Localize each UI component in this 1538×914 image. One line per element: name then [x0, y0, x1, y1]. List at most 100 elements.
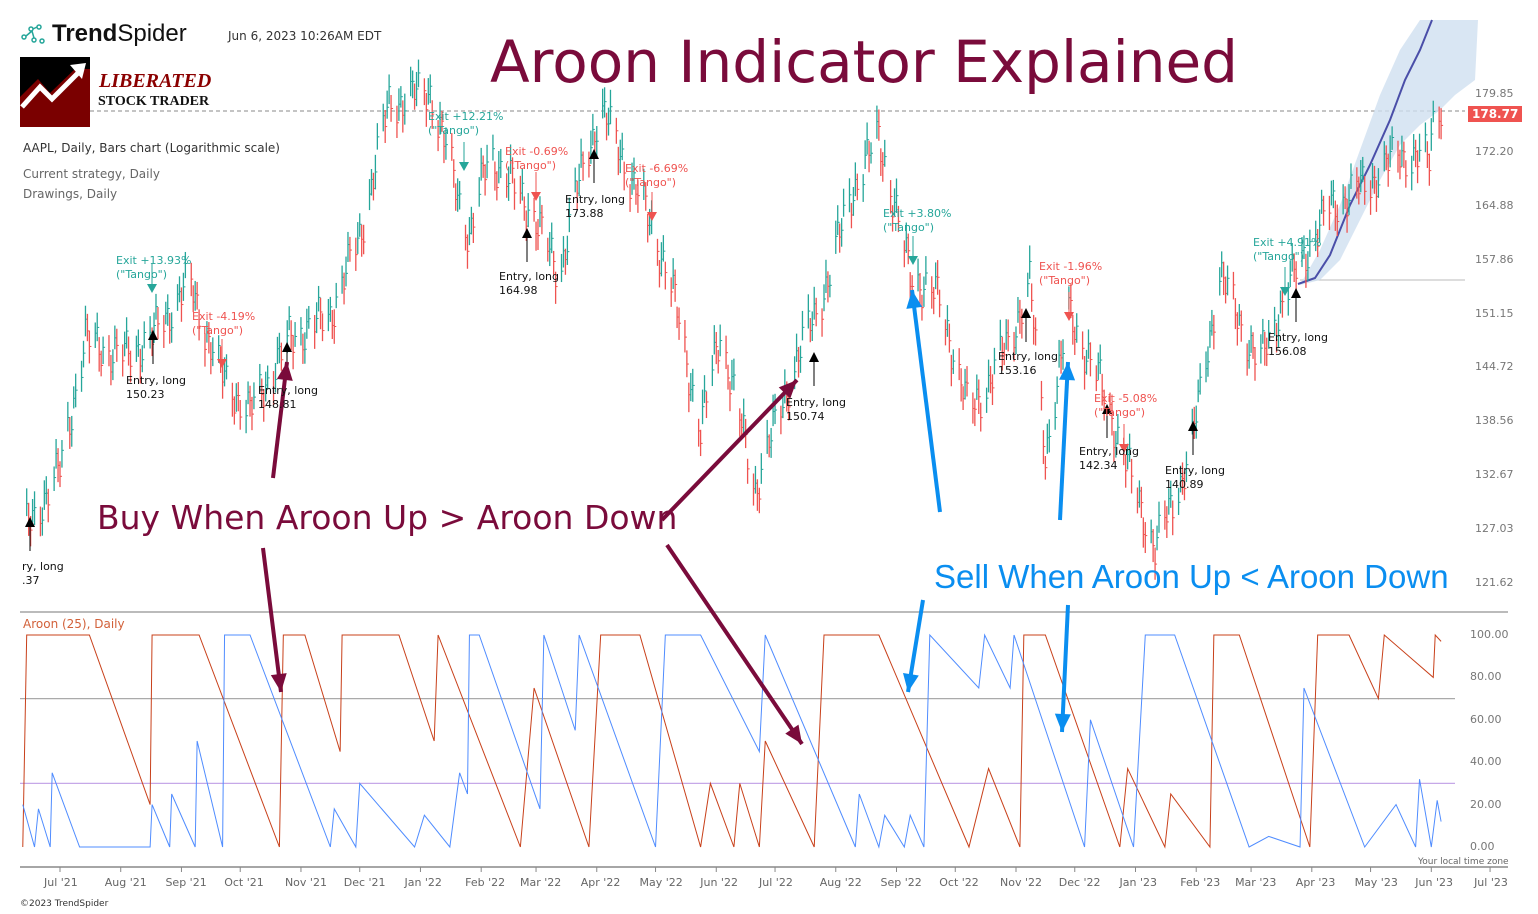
logo-line2: STOCK TRADER [98, 94, 210, 109]
entry-arrow-icon [282, 342, 292, 352]
entry-signal-label[interactable]: Entry, long 150.74 [786, 396, 846, 424]
signal-value: ("Tango") [116, 268, 168, 281]
price-axis-tick: 179.85 [1475, 87, 1514, 100]
entry-signal-label[interactable]: Entry, long 164.98 [499, 270, 559, 298]
entry-arrow-icon [589, 149, 599, 159]
aroon-down-line [22, 633, 1442, 849]
signal-value: 153.16 [998, 364, 1037, 377]
exit-signal-label[interactable]: Exit -5.08% ("Tango") [1094, 392, 1157, 420]
signal-value: 140.89 [1165, 478, 1204, 491]
price-axis-tick: 144.72 [1475, 360, 1514, 374]
date-axis-tick: Mar '23 [1235, 876, 1277, 889]
buy-arrow [660, 378, 799, 522]
aroon-axis-tick: 20.00 [1470, 797, 1502, 811]
entry-signal-label[interactable]: Entry, long 150.23 [126, 374, 186, 402]
sell-arrow [910, 289, 942, 513]
exit-signal-label[interactable]: Exit -1.96% ("Tango") [1039, 260, 1102, 288]
signal-title: Exit +12.21% [428, 110, 504, 123]
exit-arrow-icon [1064, 312, 1074, 321]
date-axis-tick: Nov '21 [284, 876, 327, 889]
entry-signal-label[interactable]: Entry, long 148.81 [258, 384, 318, 412]
signal-value: ("Tango") [1094, 406, 1146, 419]
brand-bold: Trend [52, 20, 118, 47]
exit-signal-label[interactable]: Exit -6.69% ("Tango") [625, 162, 688, 190]
aroon-axis-tick: 100.00 [1470, 628, 1509, 641]
signal-title: Entry, long [998, 350, 1059, 363]
signal-value: 164.98 [499, 284, 538, 297]
date-axis-tick: Jun '23 [1415, 876, 1454, 889]
entry-signal-label[interactable]: Entry, long 156.08 [1268, 331, 1328, 359]
price-axis-tick: 157.86 [1475, 252, 1514, 266]
signal-value: ("Tango") [1253, 250, 1305, 263]
exit-signal-label[interactable]: Exit +12.21% ("Tango") [428, 110, 504, 138]
date-axis-tick: Aug '21 [104, 876, 147, 889]
date-axis-tick: Apr '23 [1295, 876, 1336, 889]
signal-value: 156.08 [1268, 345, 1307, 358]
date-axis-tick: Jul '21 [44, 876, 78, 889]
exit-arrow-icon [647, 212, 657, 221]
date-axis-tick: Jul '22 [759, 876, 793, 889]
date-axis-tick: Dec '22 [1058, 876, 1101, 889]
price-axis-tick: 121.62 [1475, 576, 1514, 589]
signal-title: Entry, long [126, 374, 187, 387]
timezone-note: Your local time zone [1418, 857, 1509, 867]
strategy-info[interactable]: Current strategy, Daily [23, 167, 160, 181]
signal-value: 148.81 [258, 398, 297, 411]
exit-signal-label[interactable]: Exit -0.69% ("Tango") [505, 145, 568, 173]
exit-arrow-icon [147, 284, 157, 293]
aroon-panel-label[interactable]: Aroon (25), Daily [23, 617, 125, 631]
sell-arrow-head-icon [1059, 362, 1076, 381]
forecast-line [1297, 19, 1433, 285]
signal-title: Entry, long [1079, 445, 1140, 458]
buy-arrow-head-icon [270, 673, 287, 692]
entry-signal-label[interactable]: Entry, long 153.16 [998, 350, 1058, 378]
symbol-info[interactable]: AAPL, Daily, Bars chart (Logarithmic sca… [23, 141, 280, 155]
entry-signal-label[interactable]: Entry, long 142.34 [1079, 445, 1139, 473]
signal-title: Entry, long [786, 396, 847, 409]
buy-arrow [665, 543, 804, 746]
spider-logo-icon [21, 24, 45, 44]
exit-signal-label[interactable]: Exit +4.91% ("Tango") [1253, 236, 1322, 264]
drawings-info[interactable]: Drawings, Daily [23, 187, 118, 201]
signal-title: Exit -5.08% [1094, 392, 1158, 405]
aroon-axis-tick: 80.00 [1470, 670, 1502, 684]
date-axis-tick: Feb '23 [1180, 876, 1221, 889]
entry-signal-label[interactable]: Entry, long 140.89 [1165, 464, 1225, 492]
exit-signal-label[interactable]: Exit +13.93% ("Tango") [116, 254, 192, 282]
exit-arrow-icon [217, 359, 227, 368]
entry-arrow-icon [522, 228, 532, 238]
entry-arrow-icon [1291, 288, 1301, 298]
date-axis-tick: Sep '22 [880, 876, 922, 889]
exit-arrow-icon [459, 162, 469, 171]
date-axis-tick: Oct '21 [224, 876, 264, 889]
brand-light: Spider [117, 20, 187, 47]
exit-arrow-icon [1119, 444, 1129, 453]
buy-arrow-head-icon [785, 724, 802, 744]
entry-arrow-icon [25, 517, 35, 527]
aroon-axis-tick: 40.00 [1470, 755, 1502, 769]
entry-signal-label[interactable]: ry, long .37 [22, 560, 64, 588]
exit-signal-label[interactable]: Exit +3.80% ("Tango") [883, 207, 952, 235]
liberated-logo-icon [20, 57, 90, 127]
sell-arrow [1058, 361, 1070, 521]
logo-line1: LIBERATED [99, 70, 212, 92]
date-axis-tick: Dec '21 [343, 876, 386, 889]
signal-title: Exit -4.19% [192, 310, 256, 323]
buy-arrow-head-icon [276, 362, 293, 381]
date-axis-tick: Jun '22 [700, 876, 738, 889]
signal-title: Exit -6.69% [625, 162, 689, 175]
price-axis-tick: 164.88 [1475, 198, 1514, 212]
sell-rule-text: Sell When Aroon Up < Aroon Down [934, 558, 1449, 595]
date-axis-tick: Jan '23 [1119, 876, 1157, 889]
exit-signal-label[interactable]: Exit -4.19% ("Tango") [192, 310, 255, 338]
page-title: Aroon Indicator Explained [490, 28, 1238, 96]
signal-title: Exit +4.91% [1253, 236, 1322, 249]
exit-arrow-icon [908, 256, 918, 265]
signal-title: Entry, long [499, 270, 560, 283]
entry-signal-label[interactable]: Entry, long 173.88 [565, 193, 625, 221]
signal-value: ("Tango") [192, 324, 244, 337]
date-axis-tick: Jul '23 [1474, 876, 1508, 889]
buy-arrow-head-icon [778, 380, 797, 399]
